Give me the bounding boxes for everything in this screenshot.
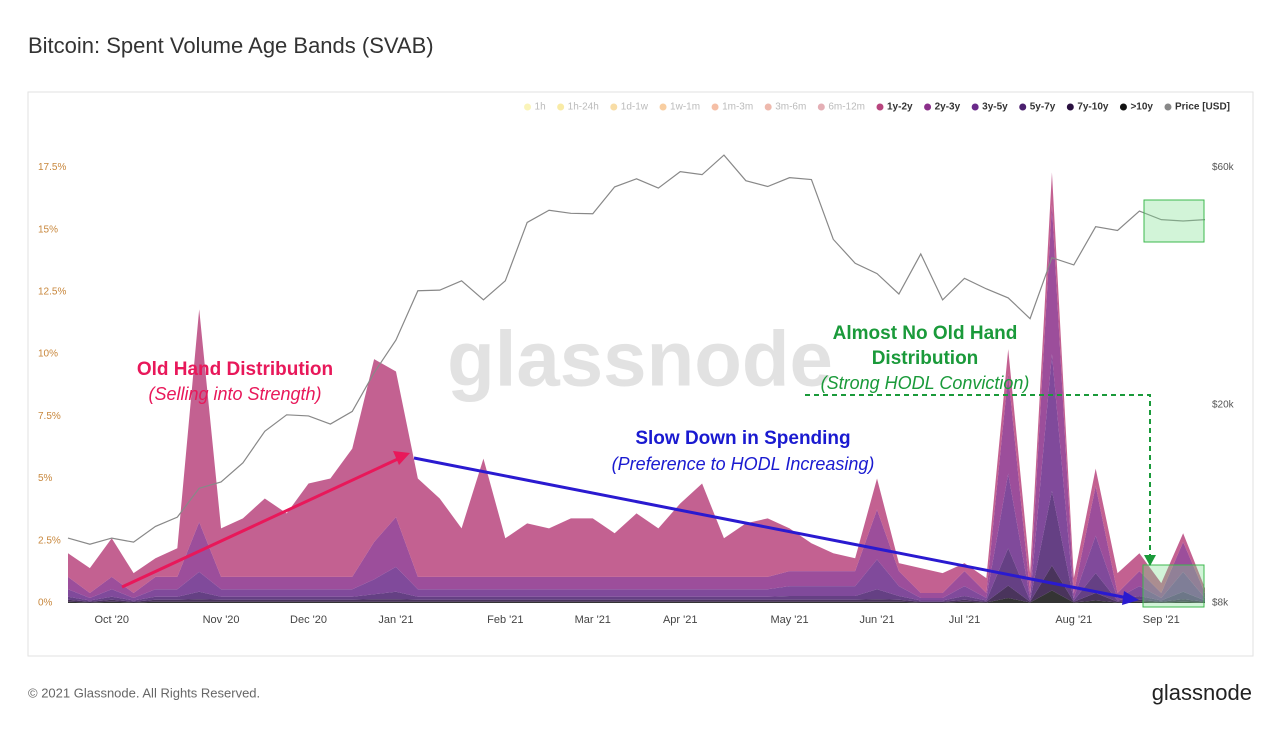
legend-marker <box>764 103 772 111</box>
legend-marker <box>817 103 825 111</box>
legend-label: >10y <box>1130 102 1153 113</box>
x-tick-label: Feb '21 <box>487 614 523 626</box>
legend-label: Price [USD] <box>1175 102 1230 113</box>
legend-marker <box>924 103 932 111</box>
legend-label: 1m-3m <box>722 102 753 113</box>
legend-marker <box>557 103 565 111</box>
x-tick-label: Jan '21 <box>378 614 413 626</box>
footer: © 2021 Glassnode. All Rights Reserved. <box>28 685 260 700</box>
y2-tick-label: $20k <box>1212 400 1235 411</box>
legend-label: 1h <box>535 102 546 113</box>
arrow <box>413 456 1129 600</box>
legend-label: 3m-6m <box>775 102 806 113</box>
x-tick-label: Dec '20 <box>290 614 327 626</box>
y-tick-label: 17.5% <box>38 162 66 173</box>
y-tick-label: 2.5% <box>38 535 61 546</box>
area <box>68 172 1205 594</box>
highlight-box <box>1142 564 1205 608</box>
x-tick-label: Oct '20 <box>94 614 129 626</box>
logo: glassnode <box>1152 680 1252 705</box>
legend-label: 1d-1w <box>621 102 649 113</box>
legend-label: 1h-24h <box>568 102 599 113</box>
arrow <box>121 456 401 589</box>
price-line <box>67 154 1206 545</box>
x-tick-label: Apr '21 <box>663 614 698 626</box>
x-tick-label: Mar '21 <box>575 614 611 626</box>
x-tick-label: Aug '21 <box>1055 614 1092 626</box>
x-tick-label: Jun '21 <box>859 614 894 626</box>
y-tick-label: 12.5% <box>38 287 66 298</box>
y-tick-label: 15% <box>38 224 58 235</box>
y2-tick-label: $60k <box>1212 162 1235 173</box>
annotation: Old Hand Distribution <box>137 359 333 380</box>
x-tick-label: Sep '21 <box>1143 614 1180 626</box>
legend-marker <box>659 103 667 111</box>
annotation: Slow Down in Spending <box>635 428 850 449</box>
legend-marker <box>1119 103 1127 111</box>
chart-title: Bitcoin: Spent Volume Age Bands (SVAB) <box>28 33 434 58</box>
highlight-box <box>1143 199 1205 243</box>
legend-label: 1y-2y <box>887 102 913 113</box>
legend-marker <box>876 103 884 111</box>
legend-label: 2y-3y <box>935 102 961 113</box>
y-tick-label: 5% <box>38 473 53 484</box>
legend-marker <box>1019 103 1027 111</box>
y-tick-label: 10% <box>38 349 58 360</box>
arrowhead <box>393 451 410 465</box>
area <box>68 354 1205 601</box>
legend-label: 1w-1m <box>670 102 700 113</box>
y2-tick-label: $8k <box>1212 598 1229 609</box>
legend: Price [USD] >10y 7y-10y 5y-7y 3y-5y 2y-3y 1y-2… <box>524 102 1230 113</box>
legend-marker <box>1066 103 1074 111</box>
legend-label: 5y-7y <box>1030 102 1056 113</box>
arrowhead <box>1144 555 1156 566</box>
legend-marker <box>1164 103 1172 111</box>
annotation: Distribution <box>872 348 979 369</box>
legend-marker <box>971 103 979 111</box>
legend-label: 3y-5y <box>982 102 1008 113</box>
watermark: glassnode <box>447 315 833 403</box>
annotation: (Preference to HODL Increasing) <box>612 454 875 474</box>
x-tick-label: Jul '21 <box>949 614 980 626</box>
legend-marker <box>610 103 618 111</box>
annotation: (Strong HODL Conviction) <box>821 373 1030 393</box>
x-tick-label: Nov '20 <box>203 614 240 626</box>
legend-marker <box>524 103 532 111</box>
annotation: Almost No Old Hand <box>833 323 1018 344</box>
legend-label: 6m-12m <box>828 102 865 113</box>
y-tick-label: 0% <box>38 598 53 609</box>
y-tick-label: 7.5% <box>38 411 61 422</box>
area <box>68 565 1205 603</box>
annotation-layer: Old Hand Distribution (Selling into Stre… <box>121 199 1205 608</box>
legend-label: 7y-10y <box>1077 102 1109 113</box>
annotation: (Selling into Strength) <box>148 384 321 404</box>
legend-marker <box>711 103 719 111</box>
dashed-connector <box>805 394 1151 558</box>
x-tick-label: May '21 <box>770 614 808 626</box>
arrowhead <box>1122 591 1139 605</box>
